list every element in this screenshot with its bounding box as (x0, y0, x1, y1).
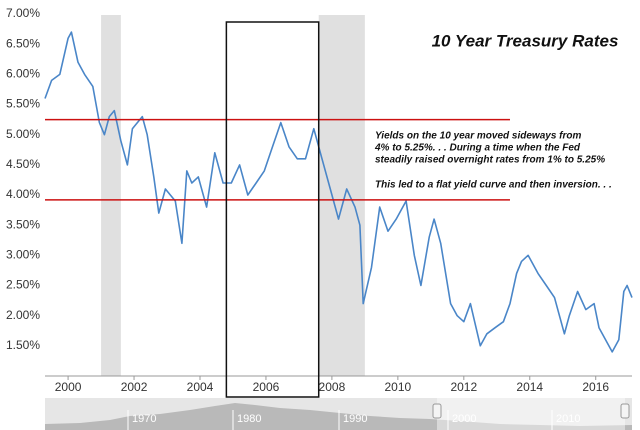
plot: 1.50% 2.00% 2.50% 3.00% 3.50% 4.00% 4.50% 5.00%… (6, 6, 633, 398)
highlight-box (225, 21, 320, 398)
navigator-label: 2000 (452, 413, 476, 425)
y-tick-label: 6.50% (6, 36, 40, 50)
y-tick-label: 2.50% (6, 278, 40, 292)
annotation: Yields on the 10 year moved sideways fro… (375, 131, 581, 142)
x-tick-label: 2004 (187, 380, 214, 394)
x-tick-label: 2014 (516, 380, 543, 394)
y-tick-label: 4.00% (6, 187, 40, 201)
navigator-label: 1970 (132, 413, 156, 425)
annotation: This led to a flat yield curve and then … (375, 180, 612, 191)
y-tick-label: 6.00% (6, 67, 40, 81)
recession-band (101, 15, 121, 376)
x-tick-label: 2010 (385, 380, 412, 394)
data-line (44, 31, 633, 353)
y-tick-label: 5.50% (6, 97, 40, 111)
y-tick-label: 4.50% (6, 157, 40, 171)
chart-title: 10 Year Treasury Rates (432, 31, 619, 50)
x-tick-label: 2002 (121, 380, 148, 394)
navigator-label: 2010 (556, 413, 580, 425)
navigator-label: 1990 (343, 413, 367, 425)
x-tick-label: 2000 (55, 380, 82, 394)
navigator-handle[interactable] (432, 403, 442, 419)
annotation: steadily raised overnight rates from 1% … (375, 155, 605, 166)
y-tick-label: 1.50% (6, 338, 40, 352)
y-tick-label: 3.00% (6, 248, 40, 262)
x-tick-label: 2012 (450, 380, 477, 394)
navigator: 1970 1980 1990 2000 2010 (45, 398, 632, 430)
x-tick-label: 2016 (582, 380, 609, 394)
recession-band (318, 15, 365, 376)
y-tick-label: 7.00% (6, 6, 40, 20)
y-tick-label: 2.00% (6, 308, 40, 322)
navigator-label: 1980 (237, 413, 261, 425)
y-tick-label: 5.00% (6, 127, 40, 141)
y-tick-label: 3.50% (6, 217, 40, 231)
annotation: 4% to 5.25%. . . During a time when the … (374, 143, 581, 154)
x-tick-label: 2008 (319, 380, 346, 394)
x-tick-label: 2006 (253, 380, 280, 394)
navigator-window (437, 398, 625, 430)
navigator-handle[interactable] (620, 403, 630, 419)
